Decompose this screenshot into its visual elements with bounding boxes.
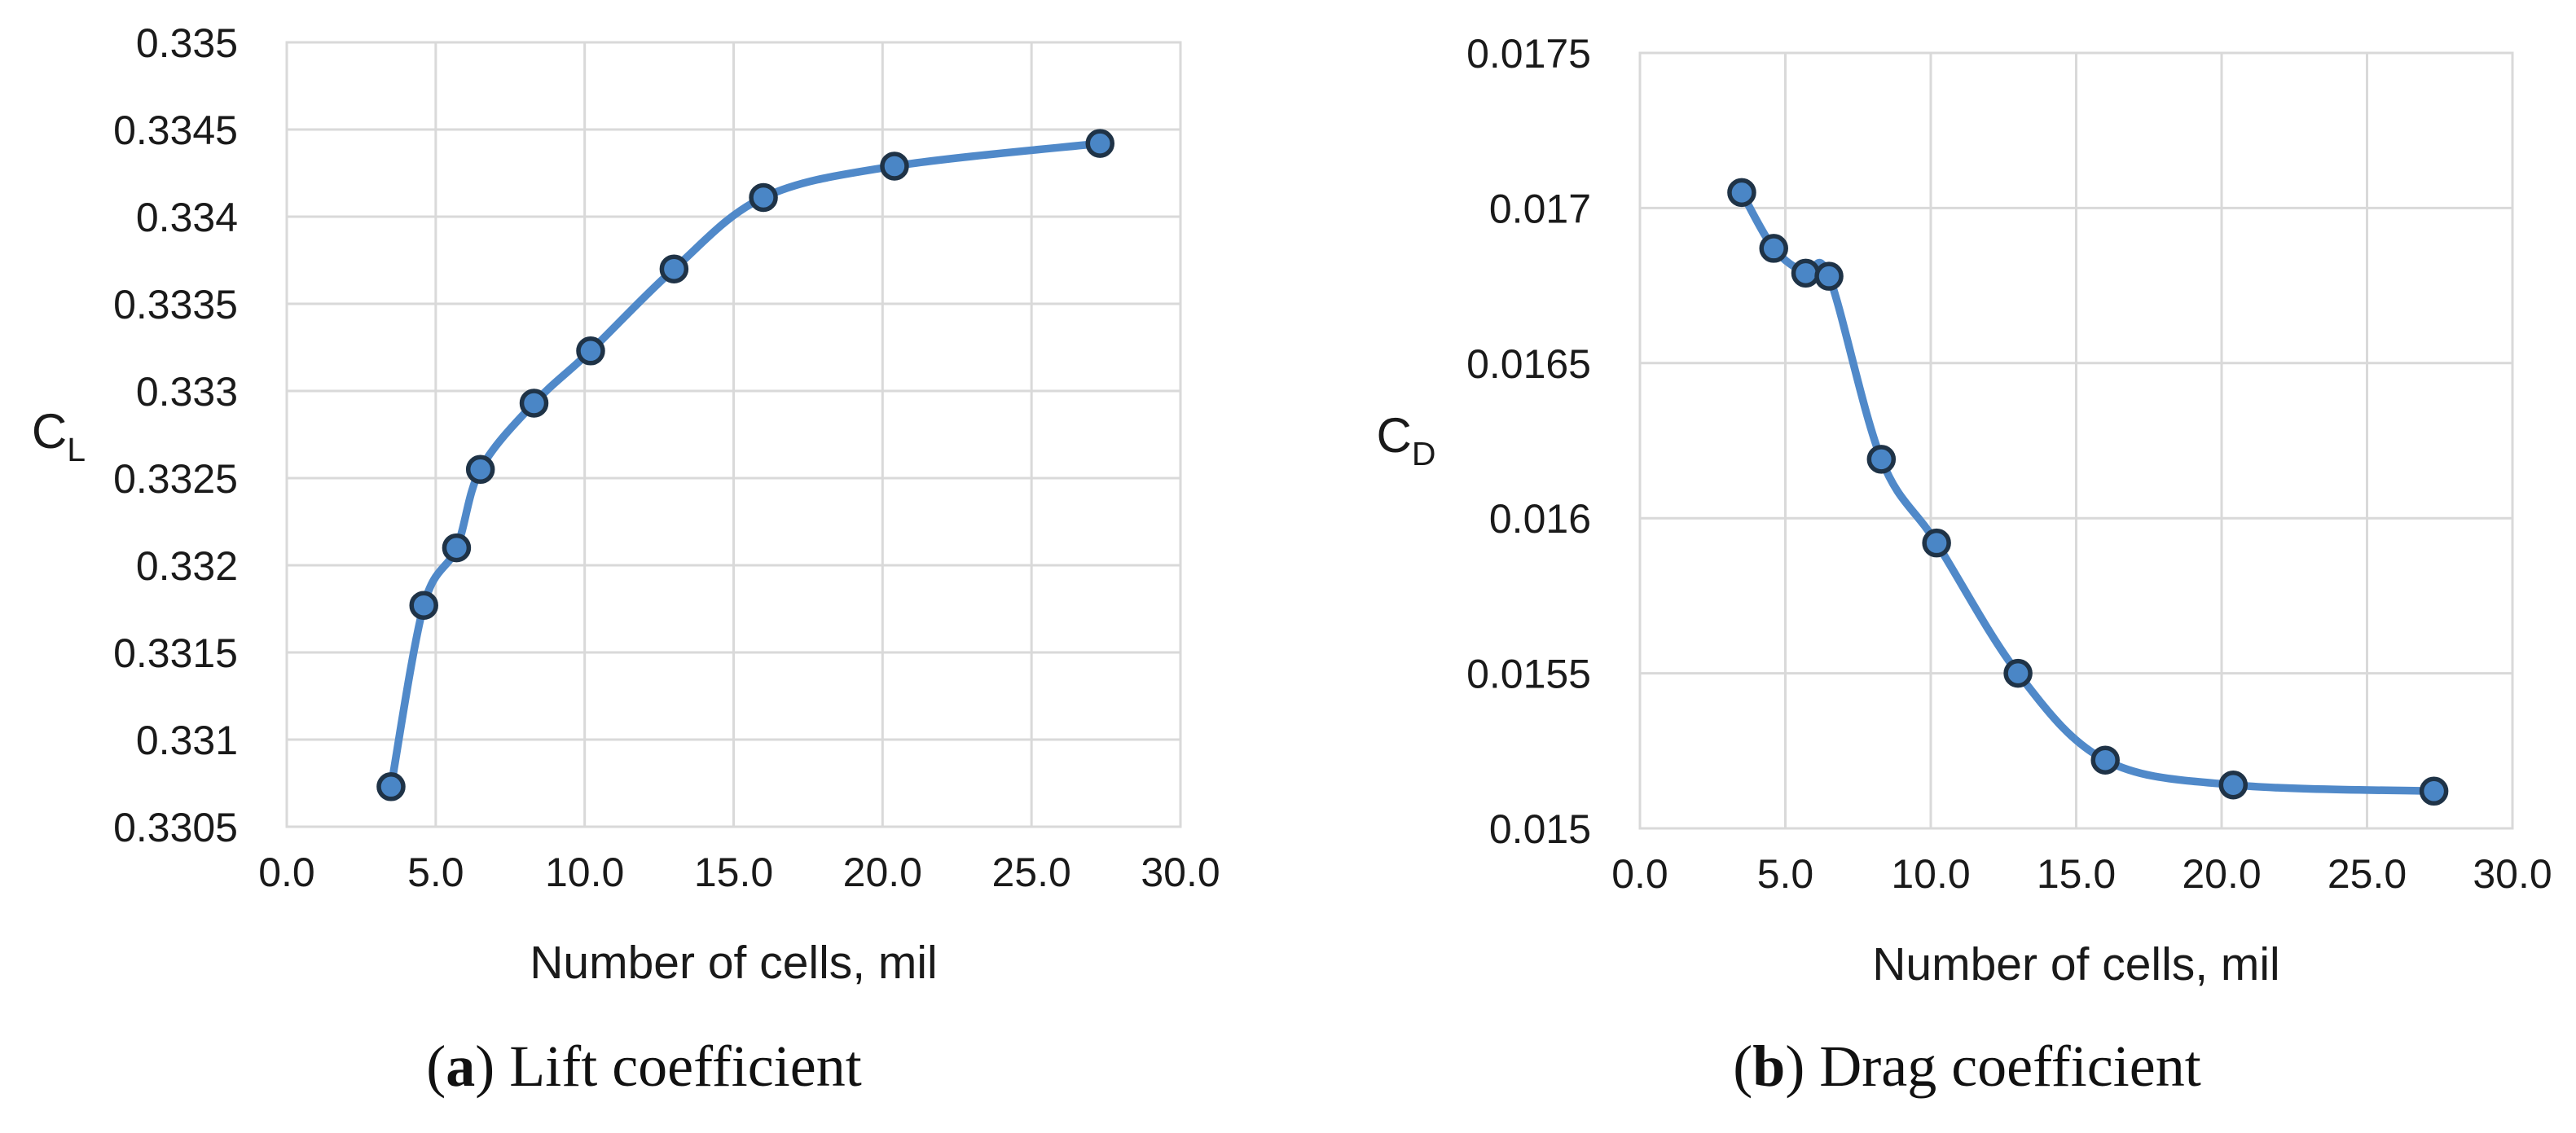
caption-a-paren-open: ( — [426, 1034, 446, 1099]
data-point — [2218, 770, 2249, 800]
data-point — [659, 254, 689, 283]
y-tick-label: 0.0155 — [1466, 652, 1591, 697]
y-tick-label: 0.0165 — [1466, 341, 1591, 387]
x-tick-label: 5.0 — [407, 850, 464, 895]
x-tick-label: 20.0 — [2182, 851, 2261, 897]
y-tick-label: 0.015 — [1489, 806, 1591, 852]
data-point — [880, 152, 909, 181]
y-tick-label: 0.3325 — [113, 456, 238, 502]
x-tick-label: 0.0 — [1611, 851, 1668, 897]
y-tick-label: 0.331 — [136, 718, 238, 763]
y-tick-label: 0.3305 — [113, 805, 238, 850]
x-axis-title: Number of cells, mil — [530, 937, 937, 989]
data-point — [1759, 234, 1788, 263]
y-tick-label: 0.3335 — [113, 282, 238, 327]
lift-chart-block: 0.3305 0.331 0.3315 0.332 0.3325 0.333 0.3335 0… — [0, 20, 1288, 1100]
data-point — [1791, 258, 1821, 288]
x-tick-label: 30.0 — [2473, 851, 2552, 897]
data-point — [519, 389, 549, 418]
y-axis-title-subscript: L — [67, 431, 86, 468]
x-tick-label: 10.0 — [1891, 851, 1970, 897]
data-point — [376, 772, 406, 801]
data-point — [2419, 776, 2449, 806]
y-tick-label: 0.334 — [136, 195, 238, 240]
y-tick-label: 0.016 — [1489, 496, 1591, 542]
caption-b: (b) Drag coefficient — [1323, 1033, 2576, 1100]
data-point — [442, 533, 472, 563]
plot-border — [285, 41, 1182, 828]
data-point — [2090, 745, 2120, 775]
data-point — [1866, 445, 1897, 474]
x-tick-label: 15.0 — [694, 850, 773, 895]
data-point — [1814, 261, 1844, 291]
data-point — [1922, 528, 1951, 558]
y-axis-title: CD — [1377, 408, 1436, 472]
x-tick-label: 0.0 — [258, 850, 315, 895]
y-tick-label: 0.3315 — [113, 630, 238, 676]
y-tick-label: 0.333 — [136, 369, 238, 415]
data-point — [749, 182, 778, 213]
y-tick-label: 0.017 — [1489, 186, 1591, 231]
lift-chart: 0.3305 0.331 0.3315 0.332 0.3325 0.333 0.3335 0… — [32, 20, 1220, 989]
y-tick-label: 0.332 — [136, 543, 238, 589]
drag-chart-block: 0.015 0.0155 0.016 0.0165 0.017 0.0175 0.0 5.0 1… — [1288, 0, 2576, 1133]
data-point — [2003, 658, 2033, 688]
data-point — [1085, 129, 1115, 158]
caption-b-text: ) Drag coefficient — [1785, 1034, 2201, 1099]
drag-chart: 0.015 0.0155 0.016 0.0165 0.017 0.0175 0.0 5.0 1… — [1377, 31, 2552, 990]
x-axis-title: Number of cells, mil — [1872, 938, 2279, 990]
y-tick-label: 0.3345 — [113, 108, 238, 153]
y-axis-title: CL — [32, 404, 86, 468]
caption-a-text: ) Lift coefficient — [475, 1034, 862, 1099]
y-axis-title-subscript: D — [1412, 435, 1436, 472]
series-line — [387, 139, 1105, 791]
y-tick-label: 0.0175 — [1466, 31, 1591, 77]
caption-a: (a) Lift coefficient — [0, 1033, 1288, 1100]
x-tick-label: 10.0 — [545, 850, 624, 895]
series-line — [1738, 188, 2438, 796]
x-tick-label: 25.0 — [2328, 851, 2407, 897]
caption-b-letter: b — [1752, 1034, 1786, 1099]
x-tick-label: 20.0 — [843, 850, 922, 895]
x-tick-label: 30.0 — [1141, 850, 1220, 895]
data-point — [576, 336, 605, 366]
plot-border — [1638, 51, 2514, 830]
x-tick-label: 15.0 — [2037, 851, 2116, 897]
x-tick-label: 25.0 — [992, 850, 1071, 895]
data-point — [409, 591, 438, 620]
data-point — [1727, 178, 1756, 208]
data-point — [465, 455, 495, 485]
y-tick-label: 0.335 — [136, 20, 238, 66]
caption-a-letter: a — [446, 1034, 476, 1099]
caption-b-paren-open: ( — [1733, 1034, 1753, 1099]
x-tick-label: 5.0 — [1757, 851, 1814, 897]
